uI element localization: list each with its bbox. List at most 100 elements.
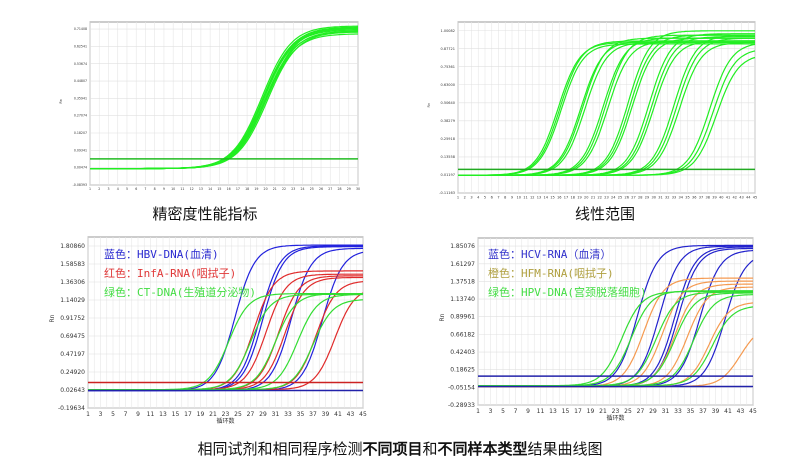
x-tick-label: 7	[144, 187, 146, 191]
x-tick-label: 23	[222, 411, 230, 418]
legend-bottom-right: 蓝色：HCV-RNA（血清） 橙色：HFM-RNA(咽拭子) 绿色：HPV-DN…	[488, 245, 647, 302]
x-tick-label: 21	[209, 411, 217, 418]
x-tick-label: 5	[126, 187, 128, 191]
x-tick-label: 8	[154, 187, 156, 191]
x-tick-label: 12	[190, 187, 194, 191]
x-tick-label: 27	[637, 408, 645, 415]
y-tick-label: -0.08393	[73, 183, 87, 187]
y-tick-label: 1.13740	[450, 296, 475, 303]
legend-item-infa: 红色：InfA-RNA(咽拭子)	[104, 267, 237, 280]
chart-3: 1.85076 1.61297 1.37518 1.13740 0.89961 0.661…	[439, 237, 757, 422]
amplification-curve-series-9	[90, 26, 359, 170]
x-tick-label: 21	[591, 196, 595, 200]
y-tick-label: 0.47197	[60, 351, 85, 358]
x-tick-label: 37	[699, 196, 703, 200]
x-tick-label: 5	[484, 196, 486, 200]
x-tick-label: 39	[322, 411, 330, 418]
y-tick-label: 0.09341	[74, 148, 87, 152]
y-tick-label: 0.38279	[441, 119, 455, 123]
x-tick-label: 25	[624, 408, 632, 415]
x-tick-label: 8	[504, 196, 506, 200]
x-tick-label: 34	[679, 196, 684, 200]
x-tick-label: 27	[328, 187, 332, 191]
x-tick-label: 23	[291, 187, 295, 191]
y-tick-label: 0.69475	[60, 333, 85, 340]
x-tick-label: 24	[611, 196, 616, 200]
y-tick-label: 1.36306	[60, 279, 85, 286]
x-tick-label: 21	[599, 408, 607, 415]
x-tick-label: 27	[247, 411, 255, 418]
y-tick-label: 1.14029	[60, 297, 85, 304]
y-axis-label: Rn	[439, 313, 446, 321]
x-tick-label: 43	[737, 408, 745, 415]
x-tick-label: 38	[706, 196, 710, 200]
x-tick-label: 6	[135, 187, 137, 191]
chart-1: 1.00082 0.87721 0.75361 0.63000 0.50640 0.382…	[427, 21, 757, 200]
x-tick-label: 35	[687, 408, 695, 415]
x-tick-label: 9	[136, 411, 140, 418]
x-tick-label: 3	[470, 196, 472, 200]
x-tick-label: 24	[301, 187, 305, 191]
x-tick-label: 19	[254, 187, 258, 191]
x-tick-label: 29	[649, 408, 657, 415]
x-tick-label: 39	[712, 408, 720, 415]
x-tick-label: 15	[562, 408, 570, 415]
x-tick-label: 9	[511, 196, 513, 200]
x-tick-label: 14	[208, 187, 212, 191]
x-tick-label: 9	[163, 187, 165, 191]
x-tick-label: 25	[310, 187, 314, 191]
y-tick-label: 0.18207	[74, 131, 87, 135]
x-tick-label: 29	[259, 411, 267, 418]
y-axis-label: Rn	[59, 99, 63, 103]
x-tick-label: 22	[598, 196, 602, 200]
x-tick-label: 18	[245, 187, 249, 191]
x-tick-label: 14	[544, 196, 549, 200]
y-tick-label: 0.13558	[441, 155, 455, 159]
x-axis-label: 循环数	[216, 417, 234, 425]
x-tick-label: 10	[171, 187, 175, 191]
caption-bold: 不同项目	[362, 440, 423, 458]
legend-item-ct: 绿色：CT-DNA(生殖道分泌物)	[104, 286, 256, 299]
caption-precision: 精密度性能指标	[152, 205, 258, 223]
y-tick-label: 0.24920	[60, 369, 85, 376]
amplification-curve-ct-dna-4	[88, 299, 364, 391]
y-tick-label: 1.61297	[450, 261, 475, 268]
caption-linearity: 线性范围	[574, 205, 635, 223]
amplification-curve-series-20	[458, 56, 756, 176]
x-tick-label: 26	[319, 187, 323, 191]
y-tick-label: -0.28933	[448, 402, 475, 409]
x-tick-label: 43	[347, 411, 355, 418]
y-tick-label: 0.91752	[60, 315, 85, 322]
x-tick-label: 41	[334, 411, 342, 418]
x-tick-label: 35	[685, 196, 689, 200]
x-tick-label: 18	[571, 196, 575, 200]
x-tick-label: 10	[517, 196, 521, 200]
chart-2: 1.80860 1.58583 1.36306 1.14029 0.91752 0.694…	[49, 236, 367, 425]
x-tick-label: 37	[699, 408, 707, 415]
x-tick-label: 28	[337, 187, 341, 191]
x-tick-label: 1	[89, 187, 91, 191]
x-tick-label: 16	[557, 196, 561, 200]
x-tick-label: 20	[584, 196, 588, 200]
legend-item-hpv: 绿色：HPV-DNA(宫颈脱落细胞)	[488, 286, 647, 299]
y-tick-label: 0.53674	[74, 62, 87, 66]
y-tick-label: 0.27074	[74, 114, 87, 118]
y-tick-label: 0.89961	[450, 314, 475, 321]
x-tick-label: 19	[587, 408, 595, 415]
caption-bold: 不同样本类型	[437, 440, 528, 458]
legend-bottom-left: 蓝色：HBV-DNA(血清) 红色：InfA-RNA(咽拭子) 绿色：CT-DN…	[104, 245, 256, 302]
y-tick-label: 0.75361	[441, 65, 455, 69]
y-tick-label: 1.58583	[60, 261, 85, 268]
x-tick-label: 4	[477, 196, 480, 200]
x-tick-label: 15	[172, 411, 180, 418]
x-tick-label: 13	[199, 187, 203, 191]
y-tick-label: 1.37518	[450, 278, 475, 285]
x-tick-label: 43	[739, 196, 743, 200]
x-tick-label: 4	[117, 187, 119, 191]
y-tick-label: 1.85076	[450, 243, 475, 250]
x-tick-label: 29	[645, 196, 649, 200]
x-axis-label: 循环数	[606, 414, 624, 422]
amplification-curve-hpv-dna-5	[478, 306, 754, 387]
x-tick-label: 31	[272, 411, 280, 418]
